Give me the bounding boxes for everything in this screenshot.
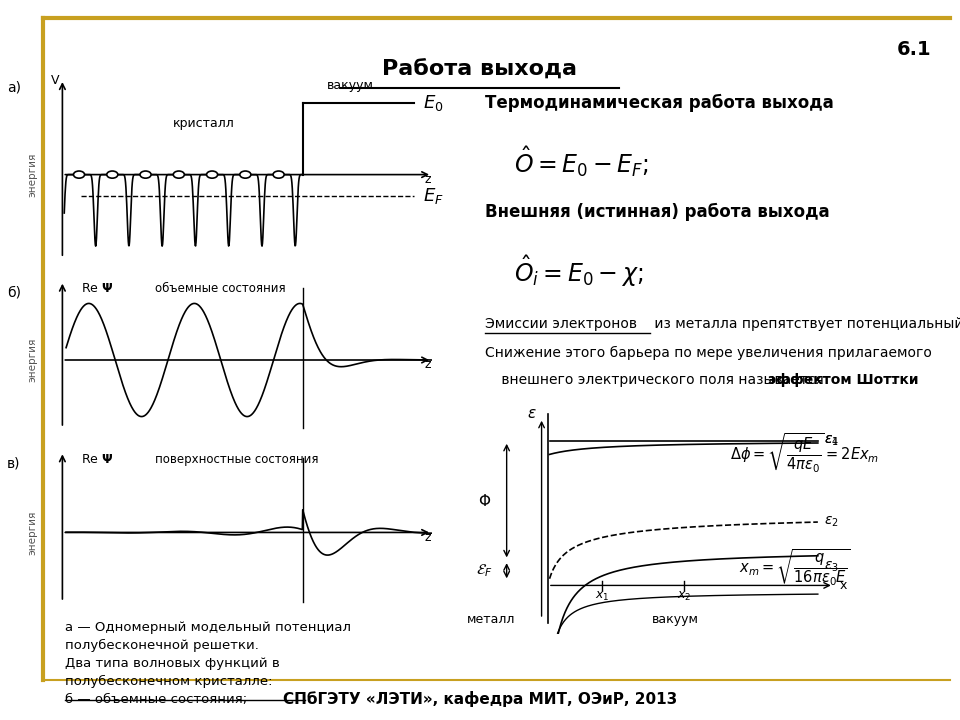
Text: Эмиссии электронов: Эмиссии электронов [485, 317, 636, 330]
Text: $E_F$: $E_F$ [422, 186, 444, 206]
Text: энергия: энергия [28, 338, 37, 382]
Text: z: z [424, 531, 431, 544]
Text: $x_1$: $x_1$ [594, 590, 610, 603]
Text: $E_0$: $E_0$ [422, 93, 444, 113]
Text: .: . [891, 373, 896, 387]
Text: вакуум: вакуум [327, 78, 374, 91]
Text: металл: металл [467, 613, 515, 626]
Text: Работа выхода: Работа выхода [382, 59, 578, 79]
Text: V: V [51, 74, 60, 87]
Text: x: x [840, 579, 848, 592]
Text: поверхностные состояния: поверхностные состояния [155, 453, 319, 466]
Text: внешнего электрического поля называется: внешнего электрического поля называется [497, 373, 828, 387]
Text: $\mathcal{E}_F$: $\mathcal{E}_F$ [476, 562, 492, 579]
Text: вакуум: вакуум [652, 613, 699, 626]
Text: а — Одномерный модельный потенциал
полубесконечной решетки.
Два типа волновых фу: а — Одномерный модельный потенциал полуб… [65, 621, 351, 720]
Text: Re $\mathbf{\Psi}$: Re $\mathbf{\Psi}$ [81, 282, 113, 295]
Text: z: z [424, 358, 431, 371]
Text: энергия: энергия [28, 510, 37, 554]
Text: энергия: энергия [28, 153, 37, 197]
Text: эффектом Шоттки: эффектом Шоттки [768, 373, 919, 387]
Text: $\varepsilon$: $\varepsilon$ [527, 406, 537, 421]
Text: $\varepsilon_1$: $\varepsilon_1$ [825, 433, 839, 448]
Text: б): б) [7, 286, 21, 300]
Text: $\varepsilon_2$: $\varepsilon_2$ [825, 515, 839, 529]
Circle shape [74, 171, 84, 178]
Text: $x_m = \sqrt{\dfrac{q}{16\pi\epsilon_0 E}}$: $x_m = \sqrt{\dfrac{q}{16\pi\epsilon_0 E… [739, 547, 852, 588]
Text: z: z [424, 173, 431, 186]
Text: $\hat{O} = E_0 - E_F;$: $\hat{O} = E_0 - E_F;$ [514, 144, 649, 179]
Circle shape [240, 171, 251, 178]
Text: $x_2$: $x_2$ [678, 590, 691, 603]
Circle shape [173, 171, 184, 178]
Text: СПбГЭТУ «ЛЭТИ», кафедра МИТ, ОЭиР, 2013: СПбГЭТУ «ЛЭТИ», кафедра МИТ, ОЭиР, 2013 [283, 691, 677, 707]
Text: в): в) [7, 456, 20, 471]
Text: Термодинамическая работа выхода: Термодинамическая работа выхода [485, 94, 833, 112]
Text: $\varepsilon_4$: $\varepsilon_4$ [825, 433, 839, 448]
Text: Снижение этого барьера по мере увеличения прилагаемого: Снижение этого барьера по мере увеличени… [485, 346, 931, 360]
Circle shape [206, 171, 218, 178]
Text: кристалл: кристалл [173, 117, 235, 130]
Text: $\varepsilon_3$: $\varepsilon_3$ [825, 559, 839, 574]
Text: $\Delta\phi = \sqrt{\dfrac{qE}{4\pi\epsilon_0}} = 2Ex_m$: $\Delta\phi = \sqrt{\dfrac{qE}{4\pi\epsi… [730, 432, 878, 475]
Text: Re $\mathbf{\Psi}$: Re $\mathbf{\Psi}$ [81, 453, 113, 466]
Text: а): а) [7, 80, 21, 94]
Text: из металла препятствует потенциальный барьер.: из металла препятствует потенциальный ба… [650, 317, 960, 331]
Text: 6.1: 6.1 [897, 40, 931, 58]
Text: $\Phi$: $\Phi$ [478, 492, 491, 508]
Text: объемные состояния: объемные состояния [155, 282, 285, 295]
Circle shape [273, 171, 284, 178]
Text: Внешняя (истинная) работа выхода: Внешняя (истинная) работа выхода [485, 203, 829, 221]
Circle shape [107, 171, 118, 178]
Text: $\hat{O}_i = E_0 - \chi;$: $\hat{O}_i = E_0 - \chi;$ [514, 253, 643, 289]
Circle shape [140, 171, 151, 178]
